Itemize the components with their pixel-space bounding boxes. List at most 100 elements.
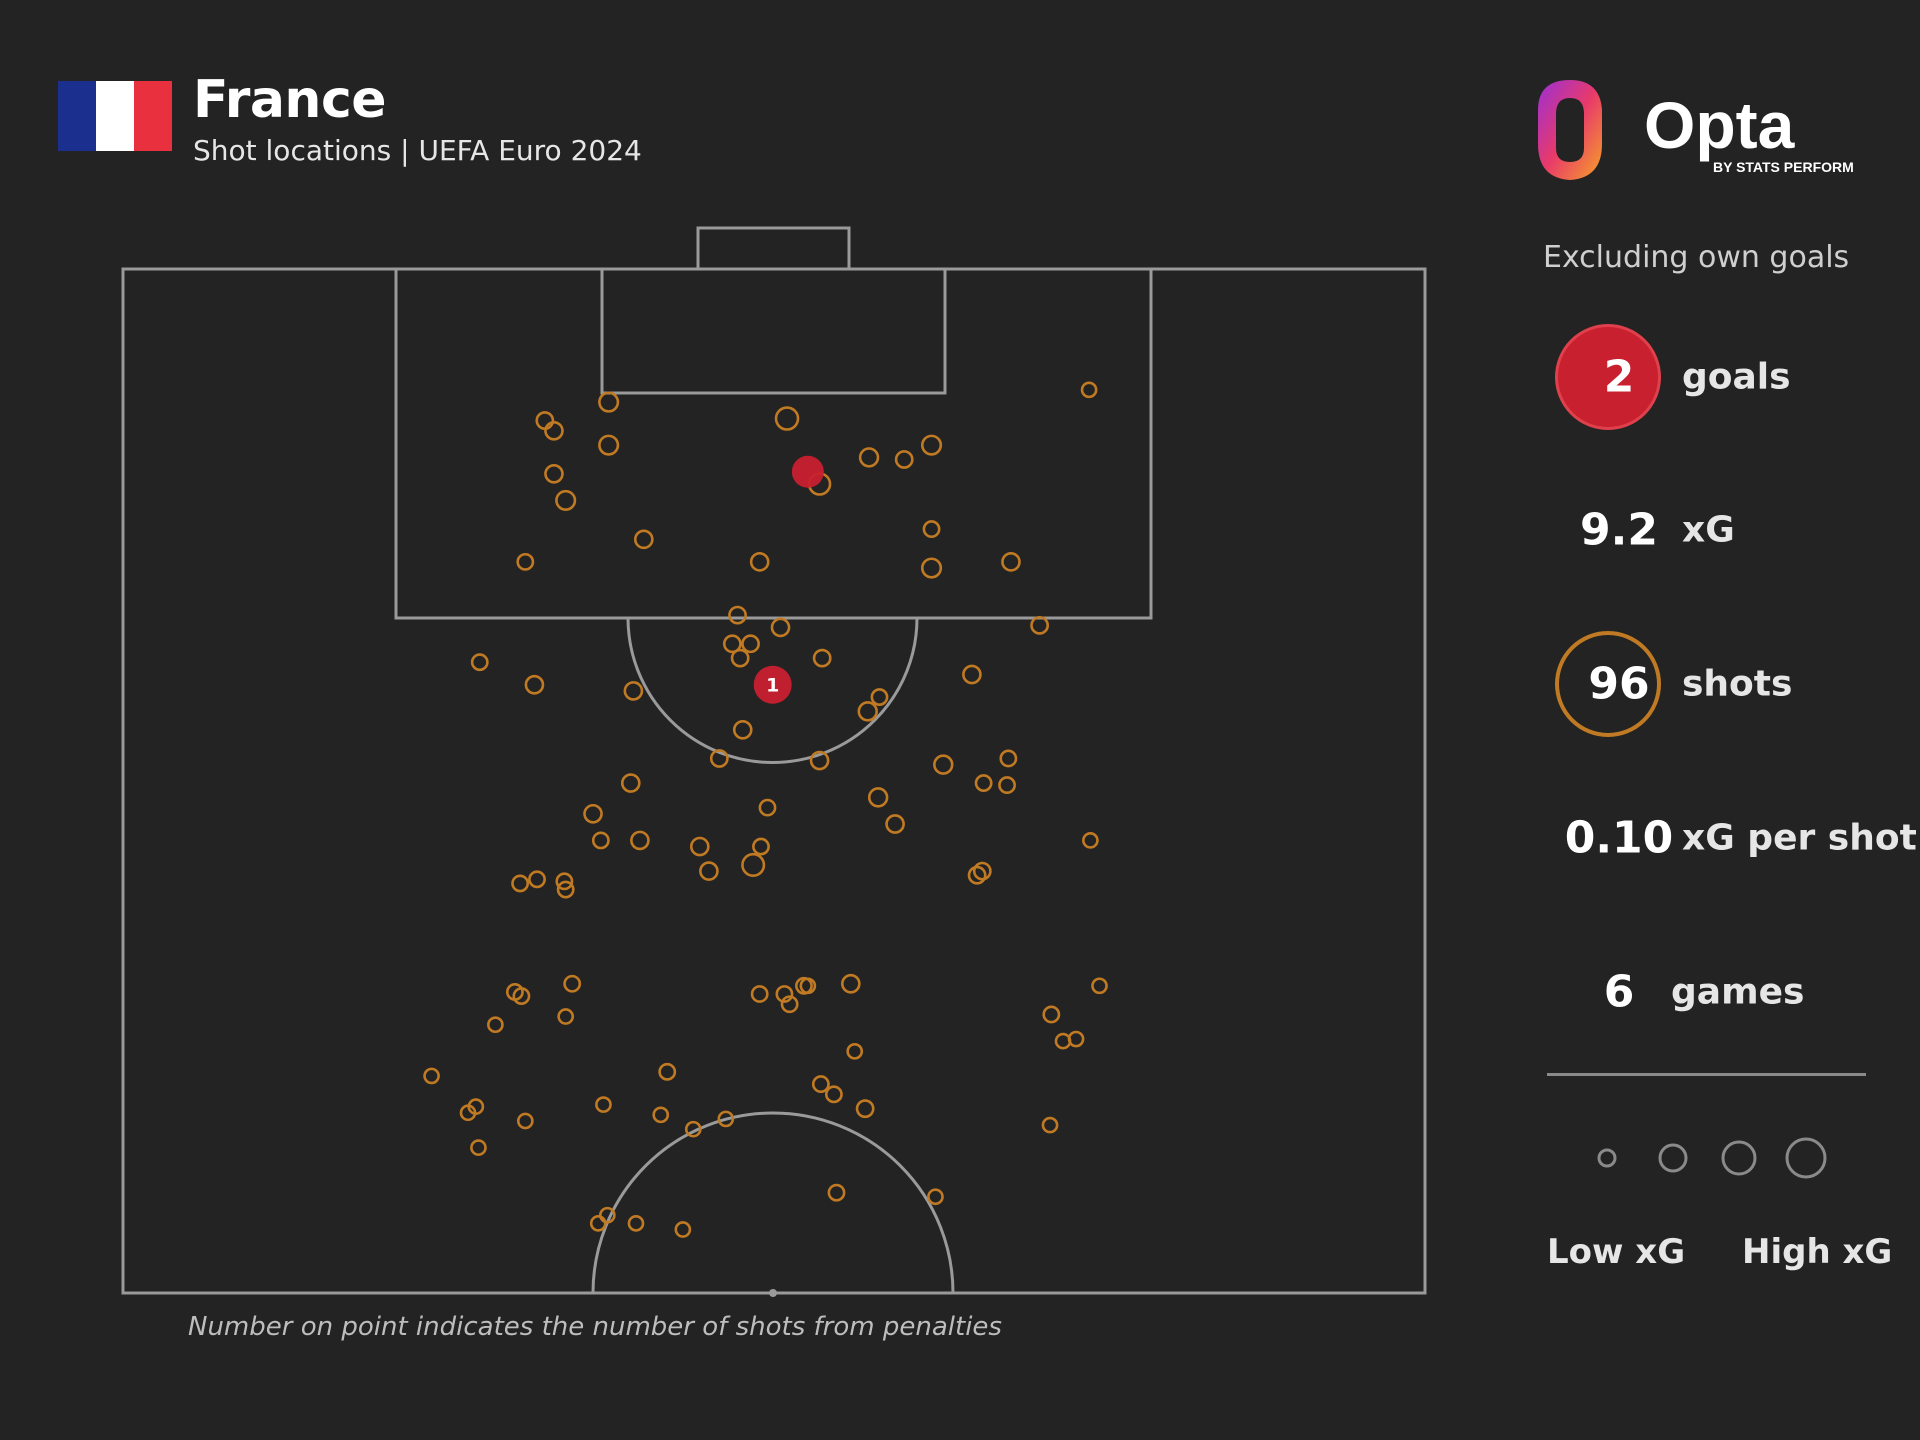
- shot-point: [1030, 615, 1050, 635]
- opta-wordmark: Opta: [1644, 88, 1796, 162]
- shot-point: [867, 787, 889, 808]
- shot-point: [516, 552, 535, 571]
- shot-point: [689, 836, 710, 857]
- shot-point: [927, 1188, 944, 1206]
- shot-point: [512, 987, 531, 1005]
- goals-layer: 1: [753, 455, 824, 704]
- shot-point: [1067, 1030, 1085, 1048]
- shot-point: [999, 749, 1018, 768]
- footnote: Number on point indicates the number of …: [188, 1312, 1002, 1342]
- flag-stripe-red: [134, 81, 172, 151]
- shots-value: 96: [1588, 658, 1650, 710]
- shot-point: [857, 701, 878, 722]
- penalty-area: [394, 267, 1153, 620]
- games-label: games: [1671, 971, 1805, 1013]
- shot-point: [795, 976, 813, 995]
- opta-logo-mark: [1538, 80, 1602, 180]
- shot-point: [658, 1062, 677, 1081]
- shot-point: [967, 865, 987, 885]
- pitch-lines: [121, 226, 1427, 1295]
- shot-point: [870, 688, 889, 706]
- pitch-shot-map: 1: [121, 226, 1427, 1297]
- shot-point: [717, 1110, 735, 1128]
- shot-point: [780, 995, 799, 1014]
- shot-point: [741, 852, 766, 878]
- shot-point: [556, 880, 575, 899]
- six-yard-box: [600, 267, 947, 395]
- legend-circle-l: [1785, 1137, 1827, 1179]
- games-value: 6: [1603, 966, 1635, 1018]
- shot-point: [555, 872, 574, 891]
- shots-layer: [423, 381, 1108, 1238]
- shot-point: [811, 1075, 830, 1094]
- shot-point: [598, 434, 620, 456]
- xg-per-shot-value: 0.10: [1564, 812, 1674, 864]
- shot-point: [524, 674, 545, 695]
- shot-point: [1080, 381, 1098, 399]
- shot-point: [998, 776, 1016, 795]
- goal-point: [753, 665, 792, 704]
- shot-point: [741, 634, 760, 654]
- divider: [1547, 1073, 1866, 1076]
- center-spot: [769, 1289, 777, 1297]
- shot-point: [633, 529, 654, 550]
- stat-xg: 9.2 xG: [1540, 475, 1900, 585]
- shot-point: [827, 1183, 846, 1202]
- shot-point: [557, 1008, 575, 1025]
- shot-point: [674, 1221, 692, 1238]
- shot-point: [885, 814, 905, 834]
- shot-point: [809, 750, 830, 771]
- shot-point: [563, 974, 582, 993]
- penalty-count-label: 1: [766, 675, 779, 697]
- shot-point: [846, 1042, 864, 1060]
- shot-point: [423, 1067, 440, 1085]
- shots-label: shots: [1682, 663, 1793, 705]
- shot-point: [684, 1120, 702, 1138]
- center-circle: [591, 1111, 955, 1294]
- shot-point: [824, 1085, 843, 1104]
- shot-point: [1082, 832, 1099, 849]
- shot-point: [799, 977, 817, 995]
- flag-stripe-white: [96, 81, 134, 151]
- shot-point: [555, 489, 577, 511]
- pitch-outline: [121, 267, 1427, 1295]
- shot-point: [459, 1104, 477, 1122]
- shot-point: [758, 798, 777, 817]
- opta-logo: Opta BY STATS PERFORM: [1538, 80, 1854, 180]
- penalty-arc: [626, 617, 919, 764]
- shot-point: [528, 870, 546, 889]
- goal: [696, 226, 851, 271]
- goals-badge: [1555, 324, 1661, 430]
- shot-point: [732, 719, 753, 740]
- shot-point: [589, 1215, 607, 1232]
- shot-point: [652, 1106, 670, 1124]
- shot-point: [962, 664, 982, 685]
- xg-label: xG: [1682, 509, 1735, 551]
- shot-point: [487, 1016, 504, 1034]
- shot-point: [894, 450, 914, 469]
- shot-point: [858, 447, 880, 468]
- shot-point: [627, 1215, 645, 1232]
- shot-point: [1041, 1116, 1059, 1134]
- shot-point: [974, 774, 993, 792]
- legend-low-xg: Low xG: [1547, 1232, 1686, 1272]
- shot-point: [750, 985, 769, 1003]
- shot-point: [598, 1206, 616, 1224]
- shot-point: [920, 434, 943, 456]
- shot-point: [972, 861, 992, 881]
- opta-tagline: BY STATS PERFORM: [1713, 159, 1854, 175]
- shot-point: [812, 648, 832, 668]
- stat-games: 6 games: [1540, 937, 1900, 1047]
- xg-size-legend: [1597, 1137, 1827, 1179]
- xg-value: 9.2: [1580, 504, 1658, 556]
- shot-point: [920, 557, 943, 579]
- stat-goals: 2 goals: [1540, 322, 1900, 432]
- shot-point: [775, 985, 794, 1003]
- goal-point: [791, 455, 824, 488]
- team-name: France: [193, 70, 387, 130]
- legend-circle-s: [1658, 1143, 1688, 1173]
- shot-point: [1042, 1005, 1061, 1024]
- shot-point: [511, 874, 530, 893]
- shot-point: [470, 1139, 487, 1156]
- shot-point: [535, 411, 555, 430]
